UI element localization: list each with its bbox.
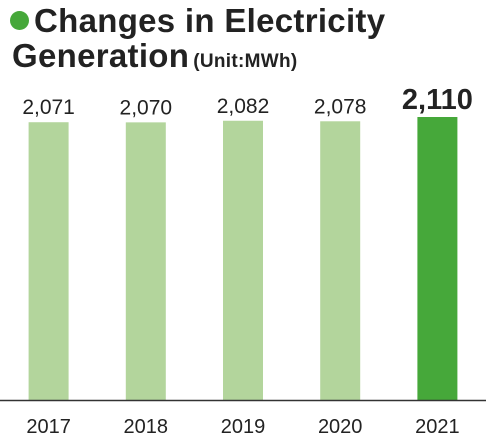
chart-title-line2: Generation (Unit:MWh) <box>12 37 297 75</box>
value-label-2019: 2,082 <box>217 95 270 118</box>
value-label-2017: 2,071 <box>22 96 75 119</box>
bar-2017 <box>28 122 69 400</box>
chart-title-line2-text: Generation <box>12 37 190 74</box>
x-tick-label-2020: 2020 <box>318 416 363 438</box>
bar-2021 <box>417 117 458 400</box>
value-label-2021: 2,110 <box>402 84 473 116</box>
value-label-2018: 2,070 <box>120 96 173 119</box>
title-bullet-icon <box>10 11 29 30</box>
chart-unit-label: (Unit:MWh) <box>193 51 298 72</box>
x-tick-label-2021: 2021 <box>415 416 460 438</box>
x-tick-label-2018: 2018 <box>124 416 169 438</box>
x-tick-label-2019: 2019 <box>221 416 266 438</box>
bar-2018 <box>125 122 166 400</box>
bar-2019 <box>223 120 263 401</box>
chart-title-line1: Changes in Electricity <box>34 2 386 39</box>
value-label-2020: 2,078 <box>314 95 367 118</box>
x-tick-label-2017: 2017 <box>26 416 71 438</box>
bar-2020 <box>320 121 361 401</box>
